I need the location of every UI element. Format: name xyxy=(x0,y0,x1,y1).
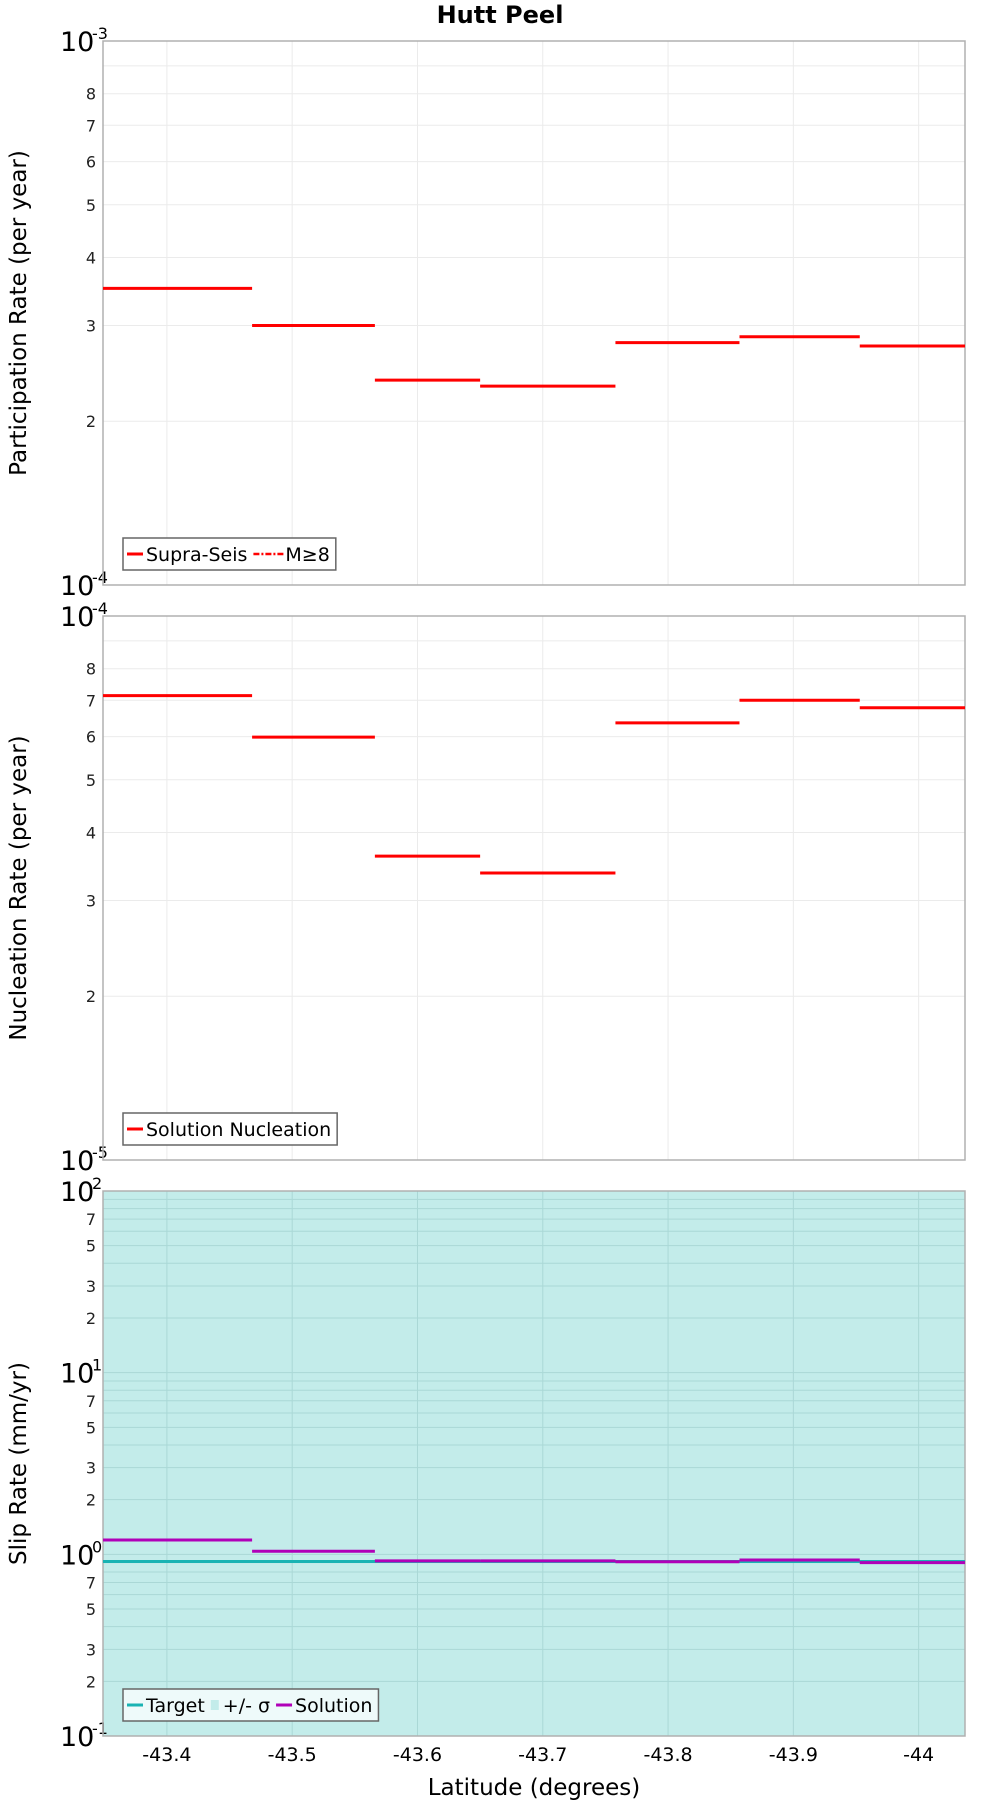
legend-box xyxy=(122,1688,380,1722)
x-tick-label: -43.7 xyxy=(518,1744,567,1766)
x-tick-label: -43.6 xyxy=(393,1744,442,1766)
y-major-tick-label: 10 xyxy=(60,1359,94,1390)
y-tick-label: 5 xyxy=(86,1237,96,1256)
x-tick-label: -43.5 xyxy=(268,1744,317,1766)
y-major-tick-exponent: -4 xyxy=(92,568,108,587)
y-tick-label: 7 xyxy=(86,691,96,710)
y-major-tick-exponent: -4 xyxy=(92,599,108,618)
chart-title: Hutt Peel xyxy=(437,1,564,29)
y-tick-label: 4 xyxy=(86,248,96,267)
legend-label: Solution xyxy=(295,1695,372,1717)
y-major-tick-label: 10 xyxy=(60,1722,94,1753)
y-major-tick-exponent: -3 xyxy=(92,24,108,43)
legend-box xyxy=(122,537,337,571)
y-tick-label: 8 xyxy=(86,85,96,104)
y-tick-label: 3 xyxy=(86,1640,96,1659)
y-axis-title: Slip Rate (mm/yr) xyxy=(6,1362,32,1565)
legend-label: +/- σ xyxy=(223,1695,270,1717)
legend-label: Target xyxy=(145,1695,205,1717)
legend-box xyxy=(122,1112,338,1146)
y-tick-label: 7 xyxy=(86,1210,96,1229)
legend-label: M≥8 xyxy=(285,544,329,566)
y-axis-title: Participation Rate (per year) xyxy=(6,150,32,476)
y-tick-label: 5 xyxy=(86,771,96,790)
y-major-tick-exponent: 0 xyxy=(92,1537,102,1556)
y-tick-label: 2 xyxy=(86,987,96,1006)
y-tick-label: 3 xyxy=(86,1277,96,1296)
legend: Target +/- σ Solution xyxy=(122,1688,380,1722)
x-axis-tick-labels: -43.4 -43.5 -43.6 -43.7 -43.8 -43.9 -44 xyxy=(142,1744,934,1766)
y-tick-label: 4 xyxy=(86,823,96,842)
plot-border xyxy=(102,1190,966,1737)
x-tick-label: -43.8 xyxy=(643,1744,692,1766)
y-tick-label: 3 xyxy=(86,316,96,335)
y-major-tick-exponent: -5 xyxy=(92,1143,108,1162)
y-tick-label: 7 xyxy=(86,1573,96,1592)
y-tick-label: 6 xyxy=(86,153,96,172)
y-major-tick-label: 10 xyxy=(60,1146,94,1177)
y-tick-label: 2 xyxy=(86,1309,96,1328)
y-tick-label: 3 xyxy=(86,891,96,910)
y-major-tick-exponent: 2 xyxy=(92,1174,102,1193)
y-tick-label: 7 xyxy=(86,116,96,135)
y-tick-label: 5 xyxy=(86,196,96,215)
y-tick-label: 5 xyxy=(86,1418,96,1437)
plot-border xyxy=(102,615,966,1161)
y-tick-label: 8 xyxy=(86,660,96,679)
y-major-tick-exponent: 1 xyxy=(92,1356,102,1375)
legend: Supra-Seis M≥8 xyxy=(122,537,337,571)
sigma-band xyxy=(103,1191,965,1736)
y-major-tick-label: 10 xyxy=(60,571,94,602)
y-tick-label: 2 xyxy=(86,1672,96,1691)
x-tick-label: -43.4 xyxy=(142,1744,191,1766)
y-major-tick-label: 10 xyxy=(60,1177,94,1208)
y-major-tick-label: 10 xyxy=(60,602,94,633)
y-tick-label: 2 xyxy=(86,412,96,431)
y-tick-label: 5 xyxy=(86,1600,96,1619)
x-tick-label: -43.9 xyxy=(769,1744,818,1766)
y-tick-label: 3 xyxy=(86,1459,96,1478)
y-major-tick-label: 10 xyxy=(60,1540,94,1571)
legend-label: Supra-Seis xyxy=(146,544,247,566)
y-axis-title: Nucleation Rate (per year) xyxy=(6,735,32,1040)
y-tick-label: 7 xyxy=(86,1392,96,1411)
y-major-tick-label: 10 xyxy=(60,27,94,58)
x-axis-title: Latitude (degrees) xyxy=(428,1775,641,1800)
legend-swatch-sigma xyxy=(210,1700,219,1710)
x-tick-label: -44 xyxy=(903,1744,934,1766)
legend: Solution Nucleation xyxy=(122,1112,338,1146)
legend-label: Solution Nucleation xyxy=(146,1119,331,1141)
plot-border xyxy=(102,40,966,586)
y-tick-label: 6 xyxy=(86,728,96,747)
y-tick-label: 2 xyxy=(86,1491,96,1510)
y-major-tick-exponent: -1 xyxy=(92,1719,108,1738)
